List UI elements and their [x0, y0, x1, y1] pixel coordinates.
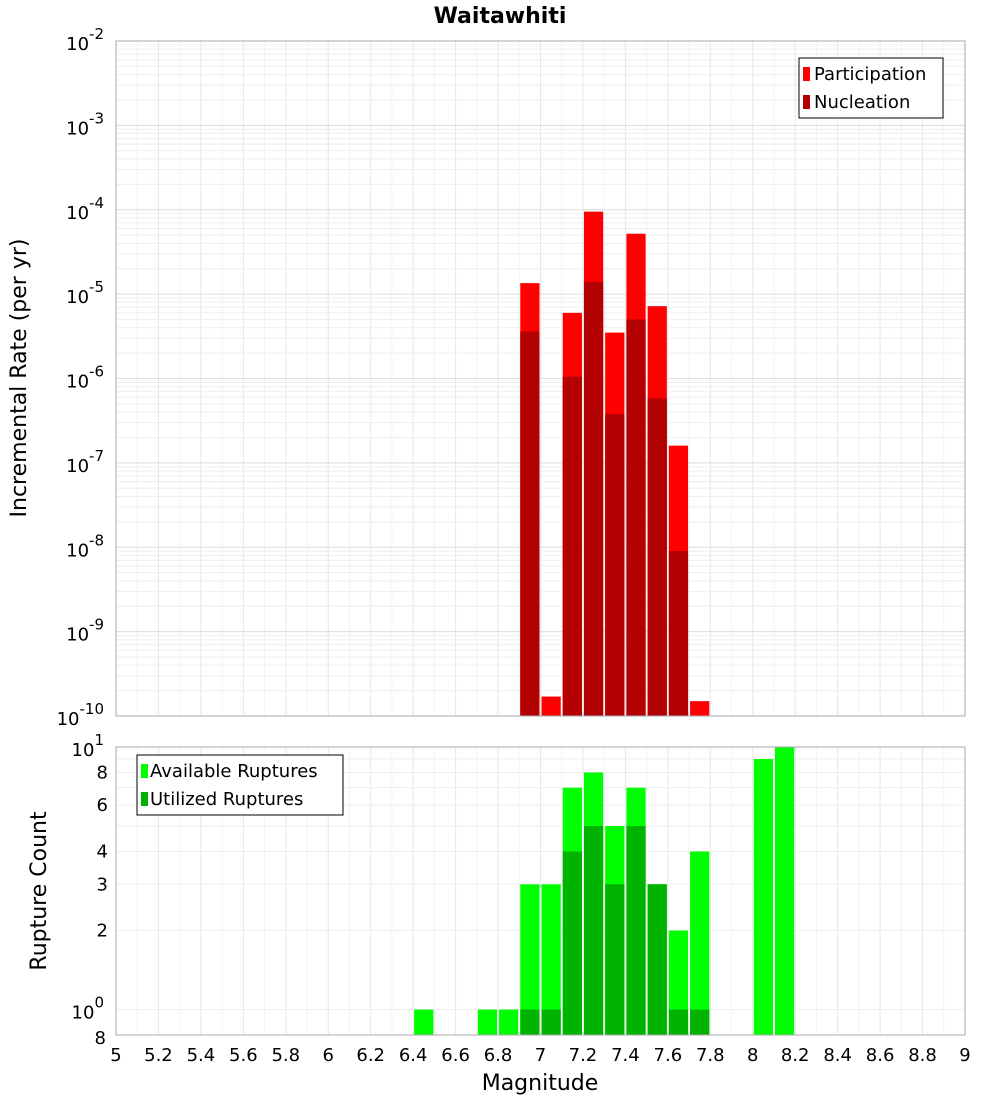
top-y-tick-label: 10-10	[57, 700, 104, 730]
bottom-plot-frame	[115, 746, 966, 1036]
x-tick-labels: 5 5.2 5.4 5.6 5.8 6 6.2 6.4 6.6 6.8 7 7.2 7.4 7.6 7.8 8…	[110, 1045, 970, 1066]
top-legend: Participation Nucleation	[798, 57, 944, 119]
bottom-y-min-tick-label: 8	[95, 1028, 106, 1049]
bottom-bar-utilized-ruptures	[690, 1009, 710, 1035]
x-tick-label: 6	[323, 1045, 334, 1066]
top-bar-participation	[541, 696, 561, 716]
x-tick-label: 8.2	[781, 1045, 810, 1066]
x-tick-label: 9	[959, 1045, 970, 1066]
bottom-bar-utilized-ruptures	[605, 884, 625, 1035]
x-tick-label: 6.6	[441, 1045, 470, 1066]
bottom-bars	[414, 747, 795, 1035]
bottom-y-major-tick-label: 100	[72, 994, 104, 1024]
top-bar-nucleation	[583, 281, 604, 716]
top-y-tick-label: 10-8	[66, 531, 104, 561]
x-tick-label: 7.6	[654, 1045, 683, 1066]
bottom-bar-utilized-ruptures	[626, 826, 646, 1035]
x-tick-label: 8.6	[866, 1045, 895, 1066]
top-legend-box	[798, 57, 944, 119]
bottom-bar-utilized-ruptures	[541, 1009, 561, 1035]
legend-swatch-participation	[803, 67, 810, 81]
top-y-tick-labels: 10-10 10-9 10-8 10-7 10-6 10-5 10-4 10-3 10-2	[57, 25, 104, 730]
legend-label-participation: Participation	[814, 64, 926, 85]
x-tick-label: 7.2	[569, 1045, 598, 1066]
bottom-y-minor-tick-label: 3	[97, 874, 108, 895]
bottom-bar-available-ruptures	[414, 1009, 434, 1035]
top-y-tick-label: 10-6	[66, 363, 104, 393]
x-tick-label: 6.2	[356, 1045, 385, 1066]
top-y-tick-label: 10-9	[66, 616, 104, 646]
bottom-bar-available-ruptures	[668, 930, 689, 1035]
bottom-bar-available-ruptures	[774, 747, 795, 1035]
x-tick-label: 8.8	[908, 1045, 937, 1066]
top-bar-nucleation	[647, 398, 667, 716]
bottom-bar-utilized-ruptures	[520, 1009, 540, 1035]
legend-swatch-utilized	[141, 792, 148, 806]
x-tick-label: 7.4	[611, 1045, 640, 1066]
top-y-tick-label: 10-5	[66, 278, 104, 308]
x-tick-label: 8.4	[823, 1045, 852, 1066]
legend-label-available: Available Ruptures	[150, 761, 318, 782]
bottom-y-minor-tick-label: 8	[97, 762, 108, 783]
top-bar-nucleation	[668, 551, 689, 716]
top-y-axis-title: Incremental Rate (per yr)	[7, 239, 32, 518]
bottom-legend-box	[136, 754, 344, 816]
legend-swatch-nucleation	[803, 95, 810, 109]
top-panel: 10-10 10-9 10-8 10-7 10-6 10-5 10-4 10-3 10-2 In…	[7, 25, 966, 730]
bottom-y-minor-tick-label: 6	[97, 795, 108, 816]
x-tick-label: 5.2	[144, 1045, 173, 1066]
top-y-tick-label: 10-3	[66, 109, 104, 139]
top-y-tick-label: 10-7	[66, 447, 104, 477]
bottom-panel: 100 101 2 3 4 6 8 8 5 5.2 5.4 5.6 5.8 6 6.2 6.4 6.6 6.8 7…	[27, 731, 971, 1096]
legend-label-nucleation: Nucleation	[814, 92, 910, 113]
top-bars	[520, 211, 710, 716]
bottom-bar-utilized-ruptures	[583, 826, 604, 1035]
bottom-y-minor-tick-label: 4	[97, 841, 108, 862]
x-tick-label: 5	[110, 1045, 121, 1066]
bottom-bar-available-ruptures	[753, 759, 773, 1035]
top-y-tick-label: 10-2	[66, 25, 104, 55]
bottom-y-minor-tick-label: 2	[97, 921, 108, 942]
bottom-y-tick-labels: 100 101 2 3 4 6 8 8	[72, 731, 108, 1049]
x-tick-label: 5.6	[229, 1045, 258, 1066]
x-tick-label: 8	[747, 1045, 758, 1066]
top-grid	[115, 41, 966, 717]
x-tick-label: 5.4	[187, 1045, 216, 1066]
x-tick-label: 6.8	[484, 1045, 513, 1066]
top-bar-nucleation	[562, 376, 582, 716]
x-tick-label: 5.8	[271, 1045, 300, 1066]
bottom-bar-available-ruptures	[477, 1009, 498, 1035]
top-bar-participation	[690, 701, 710, 716]
chart-title: Waitawhiti	[434, 4, 567, 29]
legend-swatch-available	[141, 764, 148, 778]
bottom-bar-utilized-ruptures	[647, 884, 667, 1035]
x-tick-label: 6.4	[399, 1045, 428, 1066]
bottom-legend: Available Ruptures Utilized Ruptures	[136, 754, 344, 816]
bottom-bar-utilized-ruptures	[562, 851, 582, 1035]
x-axis-title: Magnitude	[482, 1071, 599, 1096]
bottom-y-axis-title: Rupture Count	[27, 811, 52, 971]
top-plot-frame	[115, 40, 966, 717]
x-tick-label: 7.8	[696, 1045, 725, 1066]
bottom-bar-available-ruptures	[690, 851, 710, 1035]
top-bar-nucleation	[605, 413, 625, 716]
top-bar-nucleation	[520, 331, 540, 716]
top-bar-nucleation	[626, 319, 646, 716]
bottom-bar-available-ruptures	[499, 1009, 519, 1035]
bottom-bar-available-ruptures	[541, 884, 561, 1035]
top-y-tick-label: 10-4	[66, 194, 104, 224]
bottom-bar-utilized-ruptures	[668, 1009, 689, 1035]
legend-label-utilized: Utilized Ruptures	[150, 789, 303, 810]
bottom-bar-available-ruptures	[520, 884, 540, 1035]
bottom-y-major-tick-label: 101	[72, 731, 104, 761]
x-tick-label: 7	[535, 1045, 546, 1066]
